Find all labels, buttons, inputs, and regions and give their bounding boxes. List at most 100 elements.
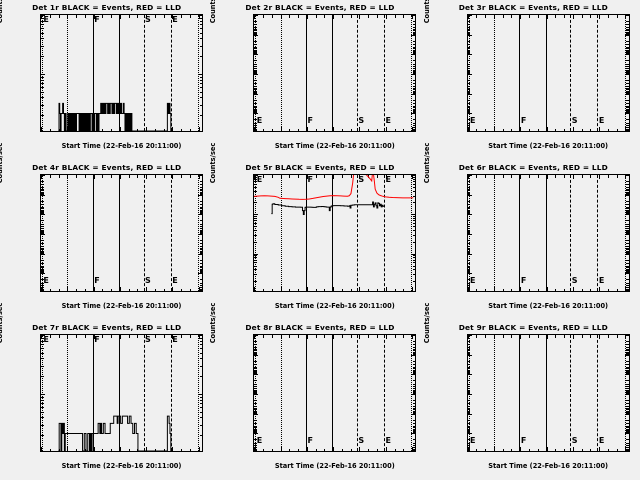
- x-tick-mark: [572, 175, 574, 179]
- x-minor-tick: [607, 175, 609, 178]
- y-minor-tick: [412, 393, 416, 395]
- y-minor-tick: [199, 230, 202, 232]
- x-minor-tick: [102, 128, 104, 131]
- x-minor-tick: [368, 128, 370, 131]
- y-minor-tick: [412, 51, 416, 53]
- x-minor-tick: [189, 128, 191, 131]
- x-tick-mark: [333, 447, 335, 451]
- x-minor-tick: [403, 335, 405, 338]
- x-minor-tick: [298, 175, 300, 178]
- x-minor-tick: [315, 175, 317, 178]
- y-minor-tick: [626, 360, 629, 362]
- y-minor-tick: [199, 252, 202, 254]
- y-minor-tick: [412, 202, 416, 204]
- x-tick-mark: [306, 127, 308, 131]
- data-traces: [41, 15, 202, 131]
- y-minor-tick: [626, 271, 629, 273]
- y-minor-tick: [412, 262, 416, 264]
- marker-line-plain-6: [411, 15, 413, 131]
- y-minor-tick: [199, 263, 202, 265]
- panel-title: Det 1r BLACK = Events, RED = LLD: [32, 3, 182, 12]
- x-minor-tick: [181, 128, 183, 131]
- y-minor-tick: [199, 340, 202, 342]
- x-tick-mark: [385, 127, 387, 131]
- x-tick-mark: [146, 127, 148, 131]
- marker-line-plain-3: [118, 15, 120, 131]
- y-minor-tick: [412, 383, 416, 385]
- y-minor-tick: [626, 191, 629, 193]
- marker-line-E-5: [597, 175, 599, 291]
- marker-line-S-4: [143, 15, 145, 131]
- y-tick-mark: [467, 214, 472, 216]
- x-axis-label: Start Time (22-Feb-16 20:11:00): [274, 142, 395, 150]
- x-tick-mark: [119, 15, 121, 19]
- y-tick-mark: [198, 214, 202, 216]
- marker-line-plain-3: [332, 15, 334, 131]
- y-tick-mark: [467, 93, 472, 95]
- x-minor-tick: [377, 175, 379, 178]
- y-minor-tick: [199, 287, 202, 289]
- y-minor-tick: [626, 85, 629, 87]
- y-minor-tick: [412, 68, 416, 70]
- x-minor-tick: [607, 128, 609, 131]
- y-tick-mark: [467, 374, 472, 376]
- x-minor-tick: [555, 15, 557, 18]
- y-tick-mark: [467, 234, 472, 235]
- x-minor-tick: [58, 15, 60, 18]
- y-minor-tick: [199, 220, 202, 222]
- marker-label-F: F: [520, 436, 527, 445]
- x-minor-tick: [128, 288, 130, 291]
- y-minor-tick: [412, 350, 416, 352]
- x-tick-mark: [146, 175, 148, 179]
- y-minor-tick: [626, 243, 629, 245]
- y-minor-tick: [412, 369, 416, 371]
- y-minor-tick: [626, 79, 629, 81]
- marker-label-E: E: [172, 335, 178, 344]
- marker-line-plain-3: [118, 175, 120, 291]
- x-tick-mark: [599, 447, 601, 451]
- y-tick-mark: [624, 74, 629, 75]
- x-minor-tick: [324, 288, 326, 291]
- y-minor-tick: [199, 288, 202, 290]
- x-tick-mark: [412, 175, 414, 179]
- y-minor-tick: [412, 44, 416, 46]
- x-tick-mark: [412, 127, 414, 131]
- marker-label-E: E: [385, 436, 391, 445]
- x-minor-tick: [49, 175, 51, 178]
- x-minor-tick: [581, 15, 583, 18]
- x-tick-mark: [93, 335, 95, 339]
- y-minor-tick: [199, 79, 202, 81]
- y-tick-mark: [467, 15, 472, 16]
- x-minor-tick: [189, 15, 191, 18]
- y-minor-tick: [199, 399, 202, 401]
- y-minor-tick: [199, 239, 202, 241]
- marker-line-S-4: [570, 175, 572, 291]
- series-events: [58, 416, 171, 451]
- x-tick-mark: [41, 15, 42, 19]
- plot-area: 10-610-510-410-310-210-110020:1520:3020:…: [466, 174, 630, 292]
- y-tick-mark: [41, 335, 45, 336]
- x-minor-tick: [102, 335, 104, 338]
- y-minor-tick: [626, 279, 629, 281]
- x-minor-tick: [537, 15, 539, 18]
- x-minor-tick: [350, 448, 352, 451]
- y-tick-mark: [624, 433, 629, 435]
- panel-title: Det 9r BLACK = Events, RED = LLD: [458, 323, 608, 332]
- y-tick-mark: [624, 273, 629, 275]
- marker-line-E-5: [384, 175, 386, 291]
- y-minor-tick: [626, 30, 629, 32]
- panel-title: Det 2r BLACK = Events, RED = LLD: [245, 3, 395, 12]
- x-minor-tick: [263, 15, 265, 18]
- y-minor-tick: [626, 66, 629, 68]
- x-tick-mark: [119, 447, 121, 451]
- y-minor-tick: [626, 368, 629, 370]
- y-minor-tick: [626, 383, 629, 385]
- y-tick-mark: [198, 194, 202, 196]
- marker-label-S: S: [145, 15, 151, 24]
- x-minor-tick: [529, 175, 530, 178]
- y-minor-tick: [626, 89, 629, 91]
- y-minor-tick: [626, 268, 629, 270]
- y-minor-tick: [199, 45, 202, 47]
- x-minor-tick: [271, 175, 273, 178]
- y-minor-tick: [412, 31, 416, 33]
